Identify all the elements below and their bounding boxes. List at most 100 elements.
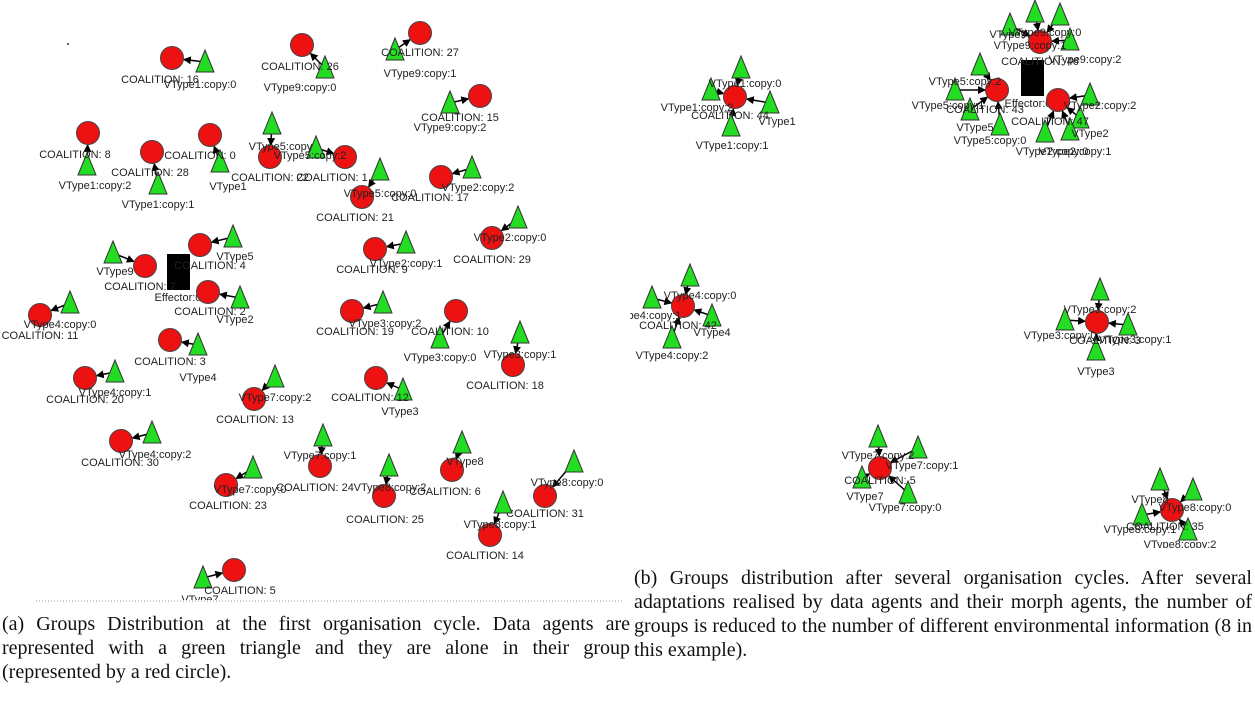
data-agent: [60, 289, 80, 314]
data-agent: [103, 239, 123, 264]
group: [214, 473, 238, 497]
data-agent: [1055, 306, 1075, 331]
node-label: VType5: [956, 122, 993, 134]
group: [364, 366, 388, 390]
node-label: COALITION: 18: [466, 380, 544, 392]
data-agent: [1060, 116, 1080, 141]
node-label: COALITION: 29: [453, 254, 531, 266]
data-agent: [230, 284, 250, 309]
data-agent: [1035, 118, 1055, 143]
node-label: VType4:copy:2: [119, 449, 192, 461]
node-label: VType1:copy:1: [696, 140, 769, 152]
node-label: COALITION: 1: [296, 172, 368, 184]
data-agent: [396, 229, 416, 254]
node-label: Effector:0: [1005, 98, 1052, 110]
node-label: COALITION: 2: [174, 306, 246, 318]
group: [140, 140, 164, 164]
node-label: COALITION: 26: [261, 61, 339, 73]
data-agent: [315, 54, 335, 79]
data-agent: [990, 111, 1010, 136]
group: [408, 21, 432, 45]
group: [290, 33, 314, 57]
node-label: VType2:copy:1: [370, 258, 443, 270]
node-label: VType4:copy:0: [24, 319, 97, 331]
data-agent: [142, 419, 162, 444]
node-label: COALITION: 15: [421, 112, 499, 124]
node-label: VType4:copy:1: [79, 387, 152, 399]
node-label: COALITION: 10: [411, 326, 489, 338]
node-label: COALITION: 20: [46, 394, 124, 406]
node-label: VType7:copy:1: [886, 460, 959, 472]
node-label: VType1:copy:2: [661, 102, 734, 114]
node-label: VType4:copy:2: [636, 350, 709, 362]
node-label: VType3:copy:0: [1024, 330, 1097, 342]
node-label: VType7:copy:2: [239, 392, 312, 404]
data-agent: [1080, 81, 1100, 106]
data-agent: [680, 262, 700, 287]
group: [308, 454, 332, 478]
node-label: VType7:copy:0: [214, 484, 287, 496]
data-agent: [868, 423, 888, 448]
data-agent: [243, 454, 263, 479]
node-label: VType3: [1077, 366, 1114, 378]
group: [468, 84, 492, 108]
data-agent: [188, 331, 208, 356]
data-agent: [662, 324, 682, 349]
node-label: COALITION: 6: [409, 486, 481, 498]
group: [222, 558, 246, 582]
node-label: VType8:copy:0: [531, 477, 604, 489]
node-label: VType1: [758, 116, 795, 128]
node-label: COALITION: 9: [336, 264, 408, 276]
group: [429, 165, 453, 189]
node-label: COALITION: 23: [189, 500, 267, 512]
group: [363, 237, 387, 261]
node-label: COALITION: 28: [111, 167, 189, 179]
data-agent: [970, 51, 990, 76]
data-agent: [945, 76, 965, 101]
node-label: VType1: [209, 181, 246, 193]
node-label: VType3:copy:0: [404, 352, 477, 364]
data-agent: [1000, 11, 1020, 36]
data-agent: [440, 89, 460, 114]
group: [1160, 498, 1184, 522]
node-label: VType7:copy:1: [284, 450, 357, 462]
node-label: VType9:copy:2: [1049, 54, 1122, 66]
group: [723, 85, 747, 109]
group: [333, 145, 357, 169]
data-agent: [313, 422, 333, 447]
data-agent: [452, 429, 472, 454]
data-agent: [1025, 0, 1045, 23]
group: [501, 353, 525, 377]
data-agent: [1132, 501, 1152, 526]
group: [350, 185, 374, 209]
group: [258, 145, 282, 169]
node-label: VType9: [989, 29, 1026, 41]
node-label: VType5:copy:2: [274, 150, 347, 162]
node-label: VType9:copy:1: [994, 40, 1067, 52]
data-agent: [1178, 516, 1198, 541]
node-label: COALITION: 14: [446, 550, 524, 562]
node-label: VType8:copy:1: [1104, 524, 1177, 536]
node-label: COALITION: 47: [1011, 116, 1089, 128]
data-agent: [1150, 466, 1170, 491]
data-agent: [77, 151, 97, 176]
data-agent: [385, 36, 405, 61]
data-agent: [1118, 311, 1138, 336]
data-agent: [262, 110, 282, 135]
group: [1046, 88, 1070, 112]
group: [868, 456, 892, 480]
node-label: VType2:copy:2: [442, 182, 515, 194]
group: [28, 303, 52, 327]
caption-a: (a) Groups Distribution at the first org…: [2, 613, 630, 683]
effector: [1021, 60, 1044, 96]
node-label: COALITION: 42: [639, 320, 717, 332]
node-label: COALITION: 35: [1126, 521, 1204, 533]
node-label: VType9:copy:2: [414, 122, 487, 134]
node-label: VType2:copy:0: [474, 232, 547, 244]
group: [444, 299, 468, 323]
group: [160, 46, 184, 70]
node-label: VType4:copy:1: [609, 310, 682, 322]
node-label: VType7: [846, 491, 883, 503]
node-label: VType9:copy:1: [384, 68, 457, 80]
